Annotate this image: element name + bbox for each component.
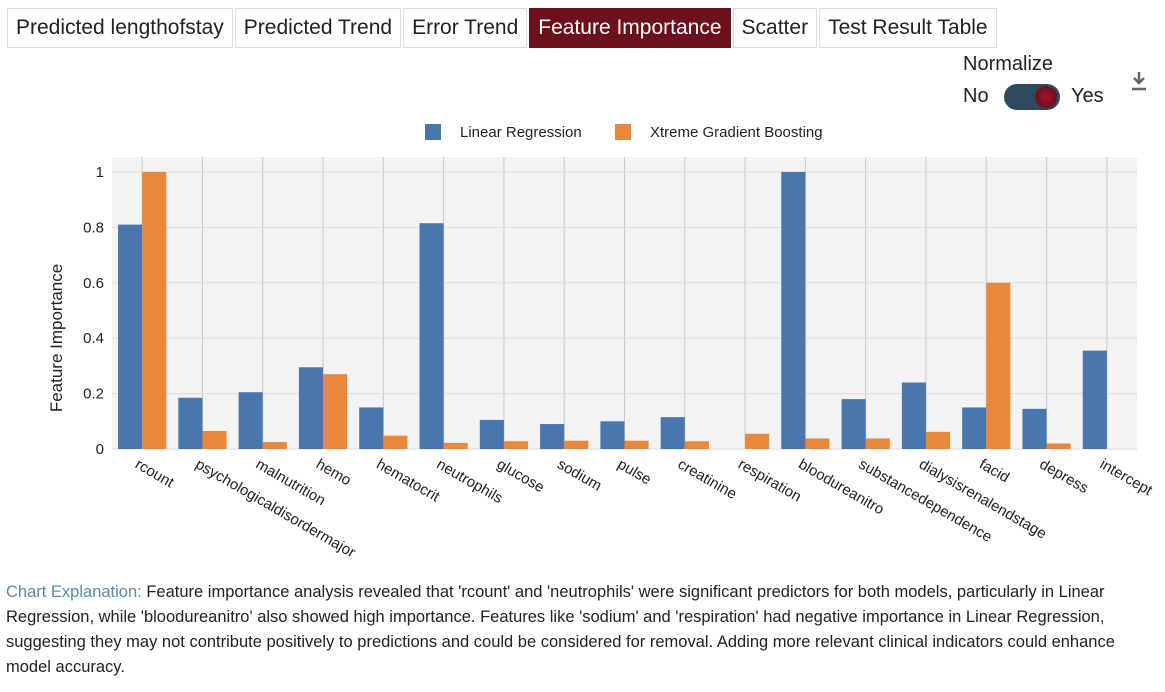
bar: [383, 435, 408, 449]
x-tick-label: neutrophils: [434, 456, 506, 507]
bar: [684, 441, 709, 449]
bar: [142, 171, 167, 449]
tab[interactable]: Scatter: [732, 8, 818, 48]
x-tick-label: facid: [976, 456, 1012, 487]
x-tick-label: rcount: [132, 456, 177, 492]
legend-label: Linear Regression: [460, 124, 582, 141]
y-tick-label: 0.2: [83, 386, 104, 403]
bar: [925, 431, 951, 449]
bar: [745, 433, 770, 449]
legend-swatch: [615, 124, 631, 140]
legend-swatch: [425, 124, 441, 140]
tab[interactable]: Predicted lengthofstay: [7, 8, 233, 48]
x-tick-label: depress: [1037, 456, 1092, 497]
download-button[interactable]: [1130, 70, 1148, 92]
tab-bar: Predicted lengthofstay Predicted Trend Err…: [7, 8, 997, 48]
bar: [479, 419, 504, 449]
bar: [865, 438, 890, 449]
bar: [660, 417, 685, 449]
normalize-no: No: [963, 85, 989, 107]
y-tick-label: 0.4: [83, 330, 104, 347]
y-tick-label: 0: [96, 441, 104, 458]
bar: [359, 407, 384, 449]
x-tick-label: hematocrit: [373, 456, 443, 506]
bar: [901, 382, 926, 449]
toggle-knob: [1035, 86, 1057, 108]
bar: [323, 374, 348, 449]
y-tick-label: 0.6: [83, 275, 104, 292]
x-tick-label: intercept: [1097, 456, 1156, 500]
explanation-label: Chart Explanation:: [6, 583, 142, 601]
bar: [298, 367, 324, 449]
normalize-toggle[interactable]: [1004, 84, 1060, 110]
bar: [962, 407, 987, 449]
bar: [1022, 408, 1047, 449]
bar: [781, 171, 806, 449]
y-tick-label: 0.8: [83, 219, 104, 236]
tab[interactable]: Test Result Table: [819, 8, 997, 48]
x-tick-label: sodium: [554, 456, 604, 495]
bar: [1046, 443, 1071, 449]
bar: [600, 421, 625, 449]
bar: [443, 442, 468, 449]
bar: [238, 392, 263, 449]
chart-explanation: Chart Explanation: Feature importance an…: [6, 580, 1161, 680]
legend-label: Xtreme Gradient Boosting: [650, 124, 823, 141]
y-tick-label: 1: [96, 164, 104, 181]
bar: [118, 224, 143, 449]
tab[interactable]: Error Trend: [403, 8, 528, 48]
tab[interactable]: Predicted Trend: [234, 8, 402, 48]
x-tick-label: pulse: [615, 456, 655, 489]
bar: [1082, 350, 1107, 449]
normalize-label: Normalize: [963, 53, 1054, 75]
bar: [805, 438, 830, 449]
y-axis-label: Feature Importance: [47, 264, 66, 412]
tab[interactable]: Feature Importance: [529, 8, 731, 48]
bar: [503, 441, 529, 449]
bar: [986, 282, 1011, 449]
bar: [202, 430, 227, 449]
bar: [178, 397, 203, 449]
x-tick-label: respiration: [735, 456, 804, 506]
bar: [564, 440, 589, 449]
bar: [841, 399, 866, 449]
chart: Feature Importance 0 0.2 0.4 0.6 0.8 1 Linear …: [47, 124, 1156, 561]
bar: [624, 440, 649, 449]
bar: [540, 424, 565, 449]
normalize-yes: Yes: [1071, 85, 1104, 107]
bar: [262, 442, 287, 449]
explanation-text: Feature importance analysis revealed tha…: [6, 583, 1115, 676]
bar: [419, 223, 444, 449]
x-tick-label: hemo: [313, 456, 354, 489]
x-tick-label: creatinine: [675, 456, 740, 503]
